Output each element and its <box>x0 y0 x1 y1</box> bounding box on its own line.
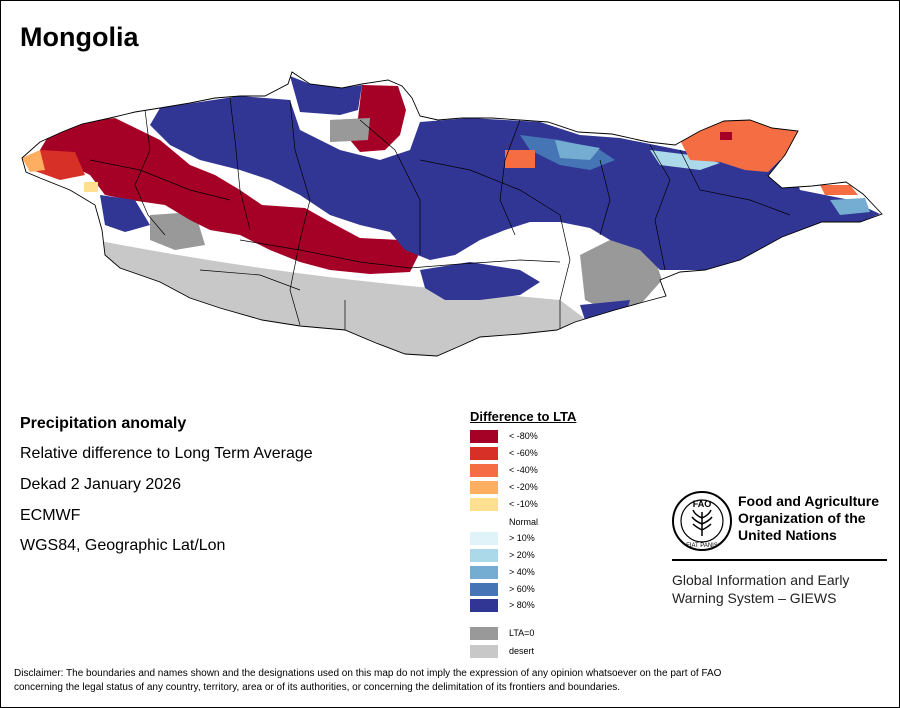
map-title: Mongolia <box>20 22 139 52</box>
anomaly-zone <box>830 198 870 215</box>
product-description: Relative difference to Long Term Average <box>20 445 313 462</box>
product-source: ECMWF <box>20 507 81 524</box>
legend-label: > 20% <box>509 550 535 560</box>
legend-label: < -80% <box>509 431 538 441</box>
product-heading: Precipitation anomaly <box>20 415 187 432</box>
legend-label: > 40% <box>509 567 535 577</box>
anomaly-zone <box>555 140 600 160</box>
legend-swatch <box>470 464 498 477</box>
anomaly-zone <box>100 195 150 232</box>
lta-zero-zone <box>330 118 370 142</box>
legend-label: desert <box>509 646 535 656</box>
legend-label: < -20% <box>509 482 538 492</box>
giews-line: Warning System – GIEWS <box>672 590 837 606</box>
disclaimer-line: concerning the legal status of any count… <box>14 682 621 693</box>
legend-swatch <box>470 583 498 596</box>
legend-swatch <box>470 498 498 511</box>
legend-swatch <box>470 566 498 579</box>
anomaly-zone <box>150 76 880 270</box>
legend-swatch <box>470 645 498 658</box>
legend-swatch <box>470 447 498 460</box>
legend-label: < -10% <box>509 499 538 509</box>
fao-name-line: Food and Agriculture <box>738 493 880 509</box>
anomaly-zone <box>420 262 540 300</box>
legend-label: < -60% <box>509 448 538 458</box>
anomaly-zone <box>22 150 45 172</box>
legend-label: > 80% <box>509 600 535 610</box>
fao-organization-name: Food and Agriculture Organization of the… <box>738 493 879 544</box>
giews-name: Global Information and Early Warning Sys… <box>672 571 849 607</box>
fao-name-line: Organization of the <box>738 510 866 526</box>
province-boundaries <box>89 97 791 330</box>
legend-swatch <box>470 430 498 443</box>
anomaly-zone <box>84 182 98 192</box>
legend-swatch <box>470 481 498 494</box>
lta-zero-zone <box>580 235 662 312</box>
product-projection: WGS84, Geographic Lat/Lon <box>20 537 226 554</box>
country-border <box>21 71 883 357</box>
mongolia-map <box>21 71 883 357</box>
legend-swatch <box>470 549 498 562</box>
legend-label: < -40% <box>509 465 538 475</box>
fao-name-line: United Nations <box>738 527 837 543</box>
anomaly-zone <box>820 185 858 195</box>
legend-label: > 60% <box>509 584 535 594</box>
legend-swatch <box>470 599 498 612</box>
legend-label: LTA=0 <box>509 628 535 638</box>
legend-swatch <box>470 627 498 640</box>
anomaly-zone <box>505 150 535 168</box>
disclaimer: Disclaimer: The boundaries and names sho… <box>14 667 894 695</box>
disclaimer-line: Disclaimer: The boundaries and names sho… <box>14 668 722 679</box>
anomaly-zone <box>32 150 85 180</box>
fao-divider <box>672 559 887 561</box>
anomaly-zone <box>680 120 798 172</box>
legend-title: Difference to LTA <box>470 409 577 424</box>
legend-normal-label: Normal <box>509 517 539 527</box>
product-period: Dekad 2 January 2026 <box>20 476 181 493</box>
fao-logo-icon: FAO FIAT PANIS <box>672 491 732 551</box>
anomaly-layer <box>22 76 880 356</box>
legend-label: > 10% <box>509 533 535 543</box>
fao-logo-text: FAO <box>693 499 712 509</box>
anomaly-zone <box>720 132 732 140</box>
anomaly-zone <box>40 118 420 274</box>
giews-line: Global Information and Early <box>672 572 850 588</box>
legend-swatch <box>470 532 498 545</box>
lta-zero-zone <box>150 212 205 250</box>
fao-logo-motto: FIAT PANIS <box>686 543 718 549</box>
